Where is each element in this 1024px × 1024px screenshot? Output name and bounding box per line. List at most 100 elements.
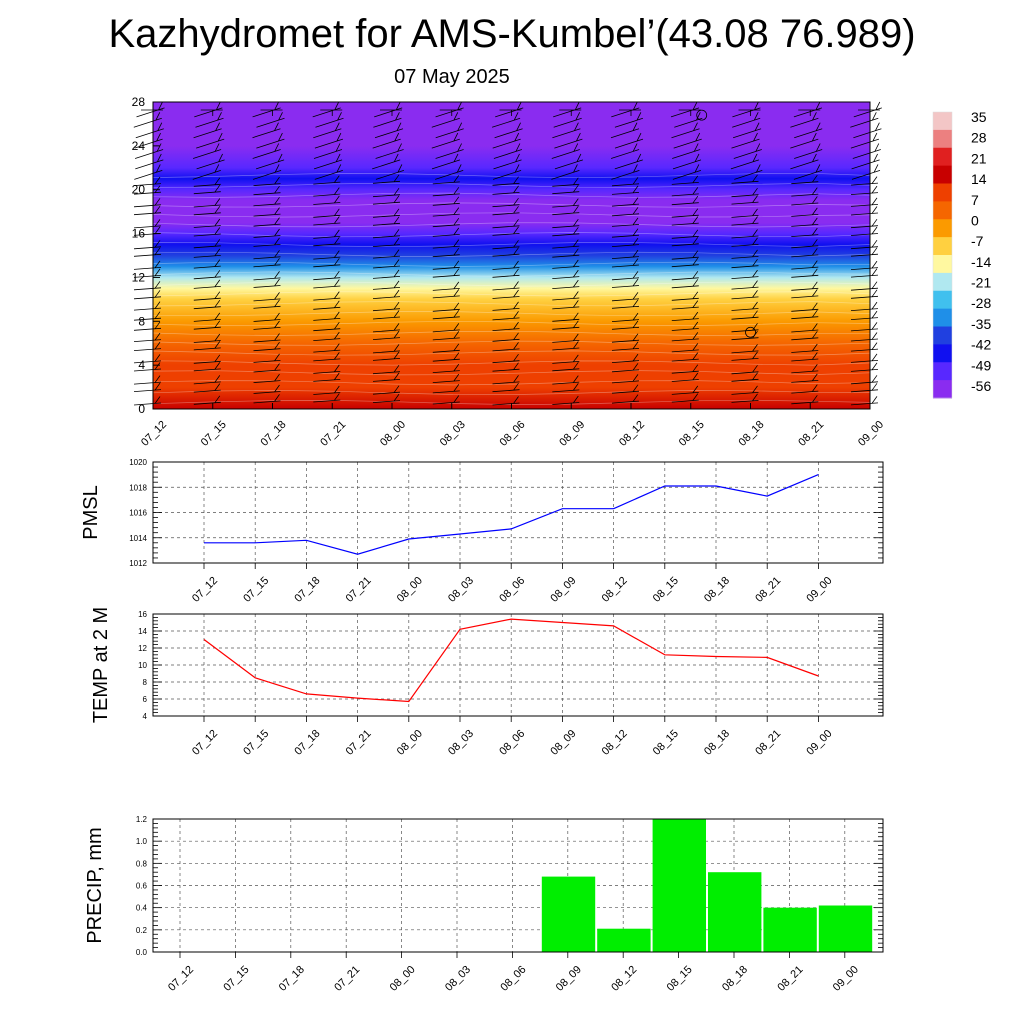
temp-y-tick-label: 10 bbox=[138, 661, 147, 670]
wind-barb bbox=[314, 132, 344, 149]
wind-barb bbox=[492, 260, 520, 270]
colorbar-frame bbox=[932, 111, 953, 399]
wind-barb bbox=[313, 300, 341, 310]
barb-column-marker bbox=[380, 109, 402, 116]
wind-barb bbox=[313, 352, 341, 362]
wind-barb bbox=[372, 344, 401, 354]
y-tick-label: 8 bbox=[138, 314, 145, 328]
contour-line bbox=[152, 251, 871, 257]
wind-barb bbox=[671, 271, 699, 281]
pmsl-x-tick-label: 08_03 bbox=[446, 575, 476, 605]
wind-barb bbox=[611, 384, 640, 394]
x-tick-label: 08_03 bbox=[438, 419, 468, 449]
wind-barb bbox=[492, 382, 520, 393]
wind-barb bbox=[611, 237, 640, 247]
wind-barb bbox=[671, 332, 699, 342]
wind-barb bbox=[194, 101, 223, 118]
wind-barb bbox=[313, 343, 341, 353]
wind-barb bbox=[552, 395, 580, 405]
wind-barb bbox=[133, 332, 162, 342]
wind-barb bbox=[133, 341, 162, 351]
wind-barb bbox=[372, 310, 401, 320]
wind-barb bbox=[611, 164, 640, 180]
wind-barb bbox=[552, 122, 581, 139]
wind-barb bbox=[253, 292, 281, 302]
wind-barb bbox=[730, 153, 760, 170]
barb-column-marker bbox=[260, 109, 283, 116]
wind-barb bbox=[850, 268, 879, 278]
wind-barb bbox=[552, 375, 580, 385]
wind-barb bbox=[193, 291, 221, 301]
wind-barb bbox=[372, 259, 401, 269]
wind-barb bbox=[611, 271, 640, 281]
wind-barb bbox=[373, 112, 402, 128]
wind-barb bbox=[671, 343, 699, 353]
temp-y-axis-label: TEMP at 2 M bbox=[90, 607, 112, 723]
pmsl-x-tick-label: 08_09 bbox=[548, 575, 578, 605]
wind-barb bbox=[611, 333, 640, 343]
wind-barb bbox=[193, 198, 221, 208]
precip-x-tick-label: 08_09 bbox=[554, 964, 584, 994]
precip-y-tick-label: 1.2 bbox=[136, 815, 148, 824]
wind-barb bbox=[614, 153, 643, 170]
wind-barb bbox=[431, 132, 460, 149]
wind-barb bbox=[372, 301, 401, 312]
wind-barb bbox=[791, 281, 819, 291]
wind-barb bbox=[850, 206, 879, 216]
pmsl-x-tick-label: 08_12 bbox=[600, 575, 630, 605]
wind-barb bbox=[372, 330, 401, 340]
wind-barb bbox=[791, 174, 819, 185]
wind-barb bbox=[492, 226, 520, 236]
wind-barb bbox=[432, 227, 460, 237]
wind-barb bbox=[731, 216, 759, 226]
wind-barb bbox=[256, 132, 285, 149]
x-tick-label: 08_00 bbox=[378, 419, 408, 449]
wind-barb bbox=[252, 143, 281, 159]
precip-bar bbox=[597, 928, 651, 952]
wind-barb bbox=[791, 352, 819, 362]
wind-barb bbox=[133, 362, 162, 372]
x-tick-label: 07_21 bbox=[318, 419, 348, 449]
wind-barb bbox=[850, 176, 879, 186]
temp-series-line bbox=[203, 618, 819, 703]
wind-barb bbox=[850, 289, 879, 299]
colorbar-swatch bbox=[933, 344, 952, 363]
wind-barb bbox=[313, 237, 341, 247]
wind-barb bbox=[193, 375, 221, 385]
wind-barb bbox=[431, 153, 461, 170]
wind-barb bbox=[791, 196, 819, 206]
wind-barb bbox=[253, 228, 281, 238]
wind-barb bbox=[552, 239, 580, 249]
barb-column-marker bbox=[678, 109, 701, 116]
wind-barb bbox=[671, 291, 699, 301]
wind-barb bbox=[850, 322, 879, 332]
temp-y-tick-label: 14 bbox=[138, 627, 147, 636]
wind-barb bbox=[372, 208, 401, 218]
wind-barb bbox=[432, 247, 460, 258]
wind-barb bbox=[492, 176, 520, 186]
wind-barb bbox=[731, 258, 759, 269]
wind-barb bbox=[850, 301, 879, 311]
wind-barb bbox=[672, 164, 702, 180]
wind-barb bbox=[552, 279, 580, 289]
wind-barb bbox=[432, 289, 460, 299]
wind-barb bbox=[850, 247, 879, 257]
wind-barb bbox=[432, 239, 460, 249]
contour-line bbox=[152, 222, 871, 228]
pmsl-x-tick-label: 08_00 bbox=[395, 575, 425, 605]
wind-barb bbox=[850, 332, 879, 342]
wind-barb bbox=[432, 207, 460, 217]
wind-barb bbox=[791, 384, 819, 394]
precip-x-tick-label: 09_00 bbox=[831, 964, 861, 994]
barb-column-marker bbox=[619, 109, 641, 116]
wind-barb bbox=[852, 143, 881, 159]
wind-barb bbox=[791, 248, 819, 258]
contour-line bbox=[152, 311, 871, 317]
wind-barb bbox=[432, 310, 460, 320]
wind-barb bbox=[432, 395, 460, 405]
wind-barb bbox=[790, 112, 819, 128]
wind-barb bbox=[611, 177, 640, 187]
wind-barb bbox=[794, 143, 823, 159]
contour-line bbox=[152, 340, 871, 346]
wind-barb bbox=[793, 101, 823, 118]
